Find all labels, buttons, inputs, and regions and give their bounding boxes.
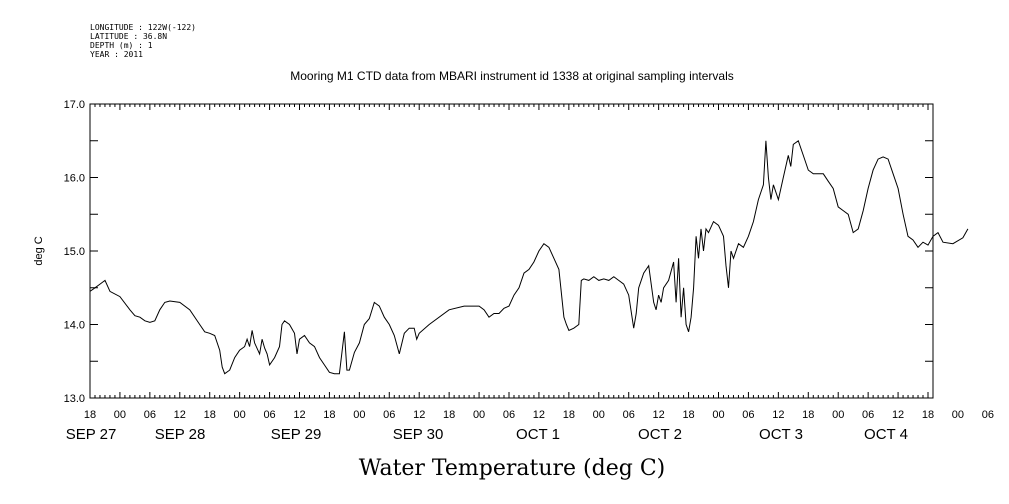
x-hour-label: 18 — [204, 409, 216, 421]
x-date-label: SEP 28 — [155, 426, 206, 443]
x-hour-label: 12 — [653, 409, 665, 421]
x-hour-label: 18 — [802, 409, 814, 421]
x-hour-label: 00 — [712, 409, 724, 421]
x-hour-label: 12 — [413, 409, 425, 421]
x-date-label: OCT 1 — [516, 426, 560, 443]
x-hour-label: 06 — [742, 409, 754, 421]
plot-frame — [89, 103, 934, 399]
x-hour-label: 06 — [263, 409, 275, 421]
x-hour-label: 18 — [563, 409, 575, 421]
x-hour-label: 12 — [772, 409, 784, 421]
x-hour-label: 00 — [952, 409, 964, 421]
x-hour-label: 06 — [982, 409, 994, 421]
x-hour-label: 18 — [84, 409, 96, 421]
x-hour-label: 00 — [114, 409, 126, 421]
y-tick-label: 16.0 — [64, 173, 85, 185]
y-tick-label: 13.0 — [64, 393, 85, 405]
x-axis-caption: Water Temperature (deg C) — [359, 456, 666, 481]
y-axis-title: deg C — [33, 236, 45, 265]
x-hour-label: 06 — [862, 409, 874, 421]
x-hour-label: 12 — [533, 409, 545, 421]
x-date-label: OCT 2 — [638, 426, 682, 443]
temperature-series-line — [89, 140, 969, 375]
x-date-label: SEP 27 — [66, 426, 117, 443]
x-axis: 18 00 06 12 18 00 06 12 18 00 06 12 18 00 06 12 18 00 06 12… — [66, 104, 994, 443]
x-hour-label: 18 — [443, 409, 455, 421]
x-hour-label: 12 — [293, 409, 305, 421]
depth-label: DEPTH (m) : 1 — [90, 41, 153, 50]
x-hour-label: 12 — [174, 409, 186, 421]
x-hour-label: 06 — [144, 409, 156, 421]
y-axis: 13.0 14.0 15.0 16.0 17.0 — [64, 99, 933, 405]
x-date-label: OCT 4 — [864, 426, 908, 443]
x-hour-label: 18 — [682, 409, 694, 421]
x-hour-label: 06 — [623, 409, 635, 421]
x-date-label: OCT 3 — [759, 426, 803, 443]
x-hour-label: 00 — [593, 409, 605, 421]
x-hour-label: 12 — [892, 409, 904, 421]
x-hour-label: 06 — [503, 409, 515, 421]
x-date-label: SEP 30 — [393, 426, 444, 443]
longitude-label: LONGITUDE : 122W(-122) — [90, 23, 196, 32]
y-tick-label: 15.0 — [64, 246, 85, 258]
chart-title: Mooring M1 CTD data from MBARI instrumen… — [290, 69, 734, 83]
x-hour-label: 06 — [383, 409, 395, 421]
x-hour-label: 18 — [323, 409, 335, 421]
latitude-label: LATITUDE : 36.8N — [90, 32, 167, 41]
x-hour-label: 00 — [832, 409, 844, 421]
year-label: YEAR : 2011 — [90, 50, 143, 59]
x-date-label: SEP 29 — [271, 426, 322, 443]
x-hour-label: 18 — [922, 409, 934, 421]
y-tick-label: 17.0 — [64, 99, 85, 111]
x-hour-label: 00 — [234, 409, 246, 421]
x-hour-label: 00 — [353, 409, 365, 421]
x-hour-label: 00 — [473, 409, 485, 421]
y-tick-label: 14.0 — [64, 320, 85, 332]
